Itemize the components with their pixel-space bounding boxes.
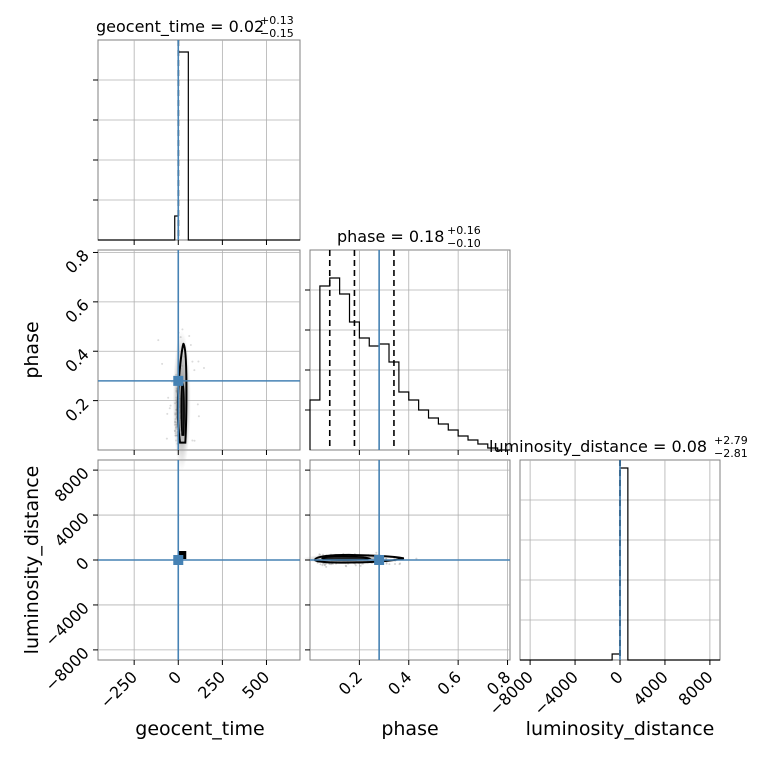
title-phase-sup: +0.16 [447, 224, 481, 237]
truth-marker [173, 555, 184, 565]
scatter-point [399, 562, 402, 565]
luminosity-distance-tick-label: 0 [72, 553, 93, 574]
luminosity-distance-tick-label: 8000 [51, 464, 93, 506]
scatter-point [181, 328, 184, 331]
scatter-point [359, 564, 362, 567]
x-axis-label-phase: phase [381, 718, 438, 740]
phase-tick-label: 0.8 [61, 246, 92, 277]
x-axis-label-geocent-time: geocent_time [135, 718, 264, 740]
scatter-point [323, 564, 326, 567]
phase-histogram [309, 277, 510, 451]
scatter-point [344, 564, 347, 567]
title-luminosity-distance-sup: +2.79 [714, 434, 748, 447]
y-axis-label-phase: phase [21, 321, 43, 378]
density-layer [157, 328, 418, 568]
title-text: geocent_time = 0.02 [96, 17, 264, 37]
phase-tick-label: 0.2 [335, 667, 366, 698]
panel-frame [309, 249, 511, 451]
scatter-point [323, 563, 326, 566]
scatter-point [188, 335, 191, 338]
x-axis-label-luminosity-distance: luminosity_distance [526, 718, 715, 740]
scatter-point [330, 563, 333, 566]
phase-tick-label: 0.4 [61, 345, 92, 376]
title-luminosity-distance-sub: −2.81 [714, 447, 748, 460]
scatter-point [375, 551, 378, 554]
geocent-time-tick-label: 500 [238, 667, 273, 702]
scatter-point [202, 366, 205, 369]
contour-inner [180, 382, 185, 436]
luminosity-distance-tick-label: −4000 [530, 667, 582, 719]
scatter-point [388, 563, 391, 566]
scatter-point [318, 553, 321, 556]
phase-tick-label: 0.2 [61, 394, 92, 425]
scatter-point [325, 565, 328, 568]
scatter-point [321, 564, 324, 567]
title-luminosity-distance: luminosity_distance = 0.08 [489, 437, 707, 457]
scatter-point [168, 407, 171, 410]
luminosity-distance-tick-label: 8000 [674, 667, 716, 709]
contour-outer [313, 553, 405, 564]
scatter-point [345, 565, 348, 568]
luminosity-distance-tick-label: −8000 [41, 643, 93, 695]
panel-geocent-time-hist [97, 39, 301, 241]
geocent-time-tick-label: −250 [96, 667, 141, 712]
scatter-point [191, 360, 194, 363]
scatter-point [196, 403, 199, 406]
scatter-point [197, 415, 200, 418]
title-geocent-time: geocent_time = 0.02 [96, 17, 264, 37]
scatter-point [166, 412, 169, 415]
truth-marker [374, 555, 385, 565]
scatter-point [398, 563, 401, 566]
phase-tick-label: 0.4 [384, 667, 415, 698]
scatter-point [157, 339, 160, 342]
grid-layer [98, 40, 720, 660]
scatter-point [319, 563, 322, 566]
truth-layer [98, 40, 621, 660]
scatter-point [167, 396, 170, 399]
scatter-point [161, 362, 164, 365]
scatter-point [169, 404, 172, 407]
truth-marker [173, 375, 184, 386]
y-axis-label-luminosity-distance: luminosity_distance [21, 466, 43, 655]
scatter-point [354, 564, 357, 567]
scatter-point [197, 360, 200, 363]
title-text: luminosity_distance = 0.08 [489, 437, 707, 457]
geocent-time-tick-label: 250 [194, 667, 229, 702]
scatter-point [189, 343, 192, 346]
luminosity-distance-tick-label: 4000 [51, 508, 93, 550]
title-phase-sub: −0.10 [447, 237, 481, 250]
title-geocent-time-sub: −0.15 [260, 27, 294, 40]
luminosity-distance-tick-label: −4000 [41, 598, 93, 650]
phase-tick-label: 0.6 [434, 667, 465, 698]
scatter-point [415, 557, 418, 560]
scatter-point [394, 562, 397, 565]
geocent-time-tick-label: 0 [164, 667, 185, 688]
luminosity-distance-tick-label: 4000 [630, 667, 672, 709]
phase-tick-label: 0.6 [61, 295, 92, 326]
panel-phase-vs-geocent-time [97, 249, 301, 451]
scatter-point [385, 561, 388, 564]
panel-frame [97, 39, 301, 241]
scatter-point [191, 439, 194, 442]
title-geocent-time-sup: +0.13 [260, 14, 294, 27]
scatter-point [193, 369, 196, 372]
scatter-point [165, 437, 168, 440]
title-phase: phase = 0.18 [337, 227, 444, 246]
luminosity-distance-tick-label: 0 [606, 667, 627, 688]
scatter-point [324, 562, 327, 565]
scatter-point [385, 562, 388, 565]
scatter-point [193, 439, 196, 442]
title-text: phase = 0.18 [337, 227, 444, 246]
panel-frame [97, 249, 301, 451]
panel-phase-hist [309, 249, 511, 451]
